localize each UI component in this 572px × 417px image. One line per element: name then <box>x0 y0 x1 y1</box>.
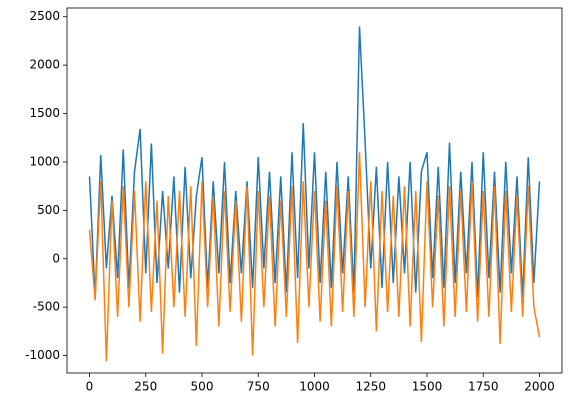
y-tick-label: 0 <box>52 251 60 265</box>
y-tick-label: 1500 <box>29 106 60 120</box>
y-tick-label: 1000 <box>29 154 60 168</box>
x-tick-label: 1250 <box>355 380 386 394</box>
x-tick-label: 1500 <box>412 380 443 394</box>
x-tick-label: 0 <box>86 380 94 394</box>
x-tick-label: 1000 <box>299 380 330 394</box>
x-tick-label: 750 <box>247 380 270 394</box>
x-tick-label: 250 <box>134 380 157 394</box>
y-tick-label: -500 <box>33 300 60 314</box>
axes-frame <box>66 7 563 374</box>
y-tick-label: -1000 <box>25 348 60 362</box>
data-line <box>88 26 541 298</box>
y-tick-label: 500 <box>37 203 60 217</box>
x-tick-label: 2000 <box>524 380 555 394</box>
y-tick-label: 2500 <box>29 9 60 23</box>
x-tick-label: 500 <box>191 380 214 394</box>
x-tick-label: 1750 <box>468 380 499 394</box>
data-line <box>88 152 541 362</box>
y-tick-label: 2000 <box>29 58 60 72</box>
